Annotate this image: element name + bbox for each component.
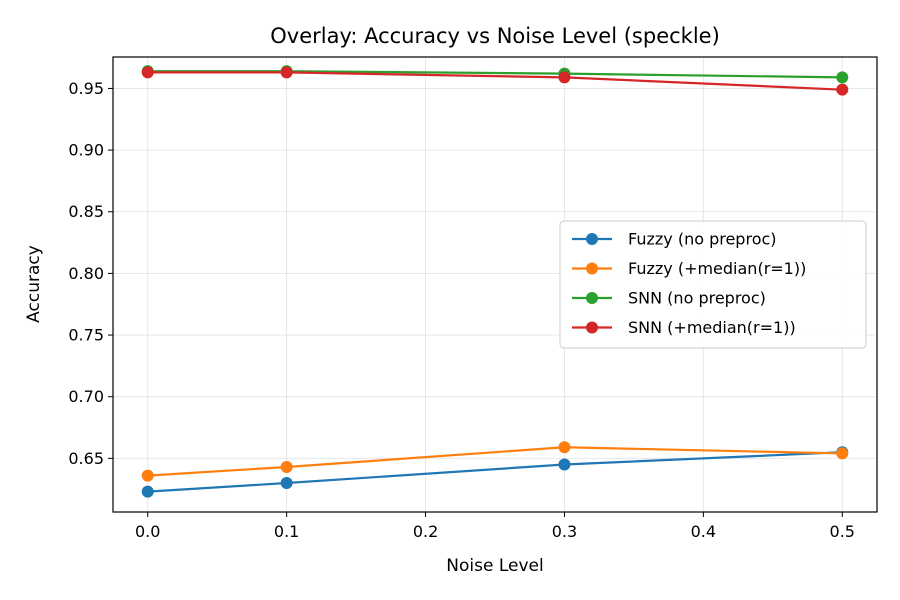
legend-item: Fuzzy (+median(r=1)): [572, 259, 806, 278]
data-point: [280, 460, 293, 473]
legend-label: Fuzzy (no preproc): [628, 230, 777, 249]
data-point: [558, 458, 571, 471]
x-tick-label: 0.2: [413, 522, 438, 541]
x-tick-label: 0.3: [552, 522, 577, 541]
x-tick-label: 0.1: [274, 522, 299, 541]
data-point: [280, 66, 293, 79]
data-point: [836, 71, 849, 84]
ticks-layer: 0.0 0.1 0.2 0.3 0.4 0.5 0.65 0.70 0.75 0.80 0.85 0.…: [68, 79, 855, 541]
x-axis-title: Noise Level: [446, 556, 543, 576]
legend-swatch-marker: [586, 262, 598, 275]
data-point: [141, 66, 154, 79]
data-point: [558, 441, 571, 454]
series-line: [147, 70, 843, 79]
y-tick-label: 0.70: [68, 387, 104, 406]
legend-swatch-marker: [586, 292, 598, 304]
legend-label: SNN (+median(r=1)): [628, 318, 796, 337]
y-tick-label: 0.75: [68, 326, 104, 345]
x-tick-label: 0.0: [135, 522, 160, 541]
legend-box: [559, 220, 867, 349]
data-point: [836, 83, 849, 96]
legend-swatch-marker: [586, 233, 598, 245]
legend-label: SNN (no preproc): [628, 289, 766, 308]
series-line: [147, 451, 843, 493]
legend-item: SNN (+median(r=1)): [572, 318, 796, 337]
data-point: [558, 71, 571, 84]
x-tick-label: 0.4: [691, 522, 716, 541]
data-point: [141, 485, 154, 498]
legend-swatch-marker: [586, 321, 598, 334]
series-line: [147, 446, 843, 477]
series-4: [141, 66, 849, 96]
data-point: [836, 447, 849, 460]
y-tick-label: 0.85: [68, 202, 104, 221]
y-tick-label: 0.90: [68, 141, 104, 160]
legend-item: SNN (no preproc): [572, 289, 766, 308]
chart-title: Overlay: Accuracy vs Noise Level (speckl…: [270, 24, 720, 48]
legend-items: Fuzzy (no preproc) Fuzzy (+median(r=1)) SN…: [572, 230, 806, 337]
plot-frame: [112, 56, 878, 513]
legend-item: Fuzzy (no preproc): [572, 230, 777, 249]
legend: Fuzzy (no preproc) Fuzzy (+median(r=1)) SN…: [559, 220, 867, 349]
data-point: [141, 469, 154, 482]
series-line: [147, 71, 843, 91]
y-tick-label: 0.65: [68, 449, 104, 468]
x-tick-label: 0.5: [830, 522, 855, 541]
y-tick-label: 0.80: [68, 264, 104, 283]
y-tick-label: 0.95: [68, 79, 104, 98]
legend-label: Fuzzy (+median(r=1)): [628, 259, 806, 278]
data-point: [280, 477, 293, 490]
y-axis-title: Accuracy: [24, 245, 44, 323]
series-2: [141, 441, 849, 482]
series-layer: [141, 65, 849, 498]
